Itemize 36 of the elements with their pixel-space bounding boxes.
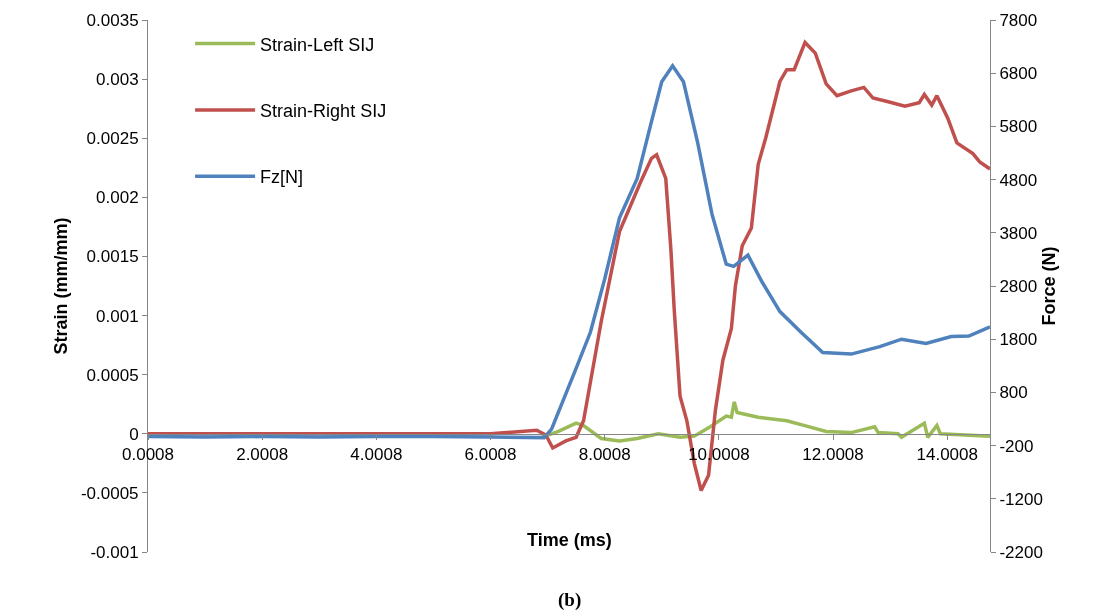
y-axis-title: Strain (mm/mm) bbox=[51, 217, 72, 355]
y2-tick-label: 5800 bbox=[999, 117, 1038, 137]
y2-tick-label: 2800 bbox=[999, 276, 1038, 296]
y-tick-label: 0 bbox=[129, 424, 139, 444]
x-axis-title: Time (ms) bbox=[527, 530, 612, 550]
y-tick-label: -0.0005 bbox=[80, 483, 139, 503]
y2-tick-label: -1200 bbox=[999, 489, 1043, 509]
y2-tick-label: 3800 bbox=[999, 223, 1038, 243]
x-tick-label: 0.0008 bbox=[122, 445, 174, 465]
y-tick-label: 0.0005 bbox=[86, 365, 139, 385]
text: (b) bbox=[558, 589, 582, 611]
x-tick-label: 4.0008 bbox=[350, 445, 403, 465]
legend-label: Strain-Right SIJ bbox=[260, 100, 387, 121]
x-tick-label: 2.0008 bbox=[236, 445, 289, 465]
line-series bbox=[539, 400, 990, 443]
y2-tick-label: 800 bbox=[999, 383, 1028, 403]
y2-tick-label: -200 bbox=[999, 436, 1034, 456]
x-tick-label: 12.0008 bbox=[802, 445, 864, 465]
y-tick-label: 0.0015 bbox=[86, 247, 139, 267]
y-tick-label: -0.001 bbox=[90, 542, 139, 562]
x-tick-label: 6.0008 bbox=[464, 445, 517, 465]
y-tick-label: 0.003 bbox=[96, 70, 139, 90]
y2-tick-label: 4800 bbox=[999, 170, 1038, 190]
x-tick-label: 8.0008 bbox=[578, 445, 631, 465]
x-tick-label: 14.0008 bbox=[916, 445, 978, 465]
y-tick-label: 0.002 bbox=[96, 188, 139, 208]
legend-label: Strain-Left SIJ bbox=[260, 34, 375, 55]
legend-label: Fz[N] bbox=[260, 167, 304, 188]
y-tick-label: 0.0035 bbox=[86, 10, 139, 30]
y2-tick-label: 7800 bbox=[999, 10, 1038, 30]
y-tick-label: 0.0025 bbox=[86, 129, 139, 149]
y2-axis-title: Force (N) bbox=[1038, 246, 1059, 326]
y2-tick-label: 6800 bbox=[999, 64, 1038, 84]
y-tick-label: 0.001 bbox=[96, 306, 139, 326]
y2-tick-label: 1800 bbox=[999, 330, 1038, 350]
y2-tick-label: -2200 bbox=[999, 542, 1043, 562]
